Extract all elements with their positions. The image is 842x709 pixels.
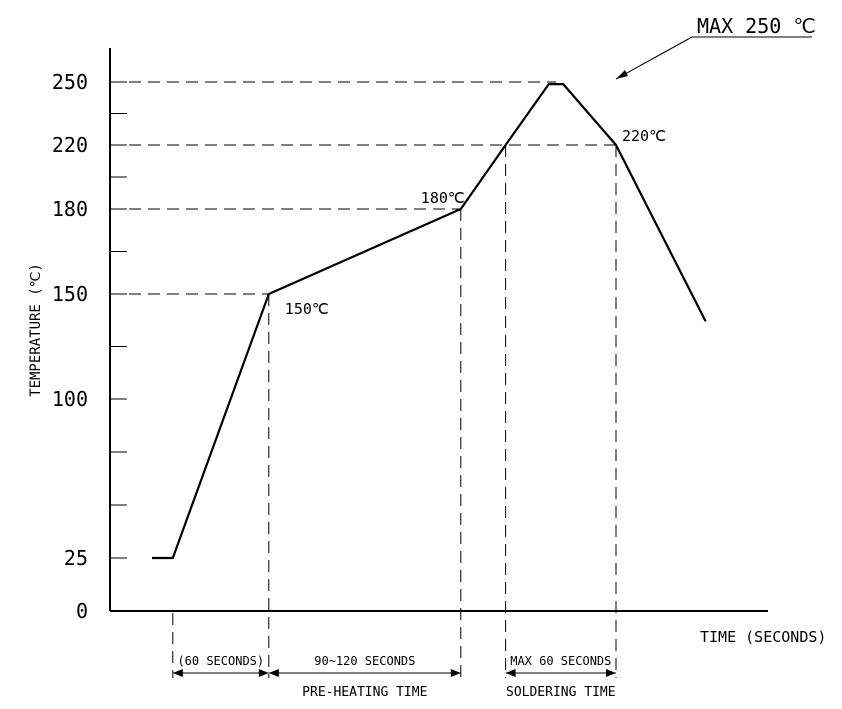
y-tick-label: 100: [52, 387, 88, 411]
point-label: 150℃: [285, 300, 329, 318]
peak-callout-label: MAX 250 ℃: [697, 14, 816, 38]
series-layer: [152, 83, 707, 560]
callout-leader: [615, 36, 693, 80]
axes: [109, 48, 768, 612]
callout-arrowhead: [616, 70, 628, 79]
interval-caption: PRE-HEATING TIME: [302, 685, 427, 700]
y-tick-label: 220: [52, 133, 88, 157]
dimension-arrowhead: [268, 669, 279, 677]
interval-caption: SOLDERING TIME: [506, 685, 616, 700]
interval-label: (60 SECONDS): [177, 654, 264, 668]
point-label: 220℃: [622, 127, 666, 145]
temperature-curve: [152, 83, 707, 560]
interval-annotations: (60 SECONDS) 90~120 SECONDS PRE-HEATING TI…: [172, 654, 616, 700]
point-labels: 150℃ 180℃ 220℃: [285, 127, 666, 318]
y-tick-label: 0: [76, 599, 88, 623]
y-ticks: 0 25 100 150 180 220 250: [52, 70, 127, 623]
guide-lines: [110, 81, 617, 678]
interval-label: MAX 60 SECONDS: [510, 654, 611, 668]
y-tick-label: 150: [52, 282, 88, 306]
y-axis-label: TEMPERATURE (℃): [28, 263, 44, 397]
dimension-arrowhead: [505, 669, 516, 677]
peak-callout: MAX 250 ℃: [615, 14, 816, 80]
y-tick-label: 25: [64, 546, 88, 570]
dimension-arrowhead: [258, 669, 269, 677]
y-tick-label: 180: [52, 197, 88, 221]
dimension-arrowhead: [606, 669, 616, 677]
dimension-arrowhead: [172, 669, 183, 677]
y-tick-label: 250: [52, 70, 88, 94]
interval-label: 90~120 SECONDS: [314, 654, 415, 668]
point-label: 180℃: [421, 189, 465, 207]
x-axis-label: TIME (SECONDS): [700, 628, 826, 646]
dimension-arrowhead: [450, 669, 461, 677]
